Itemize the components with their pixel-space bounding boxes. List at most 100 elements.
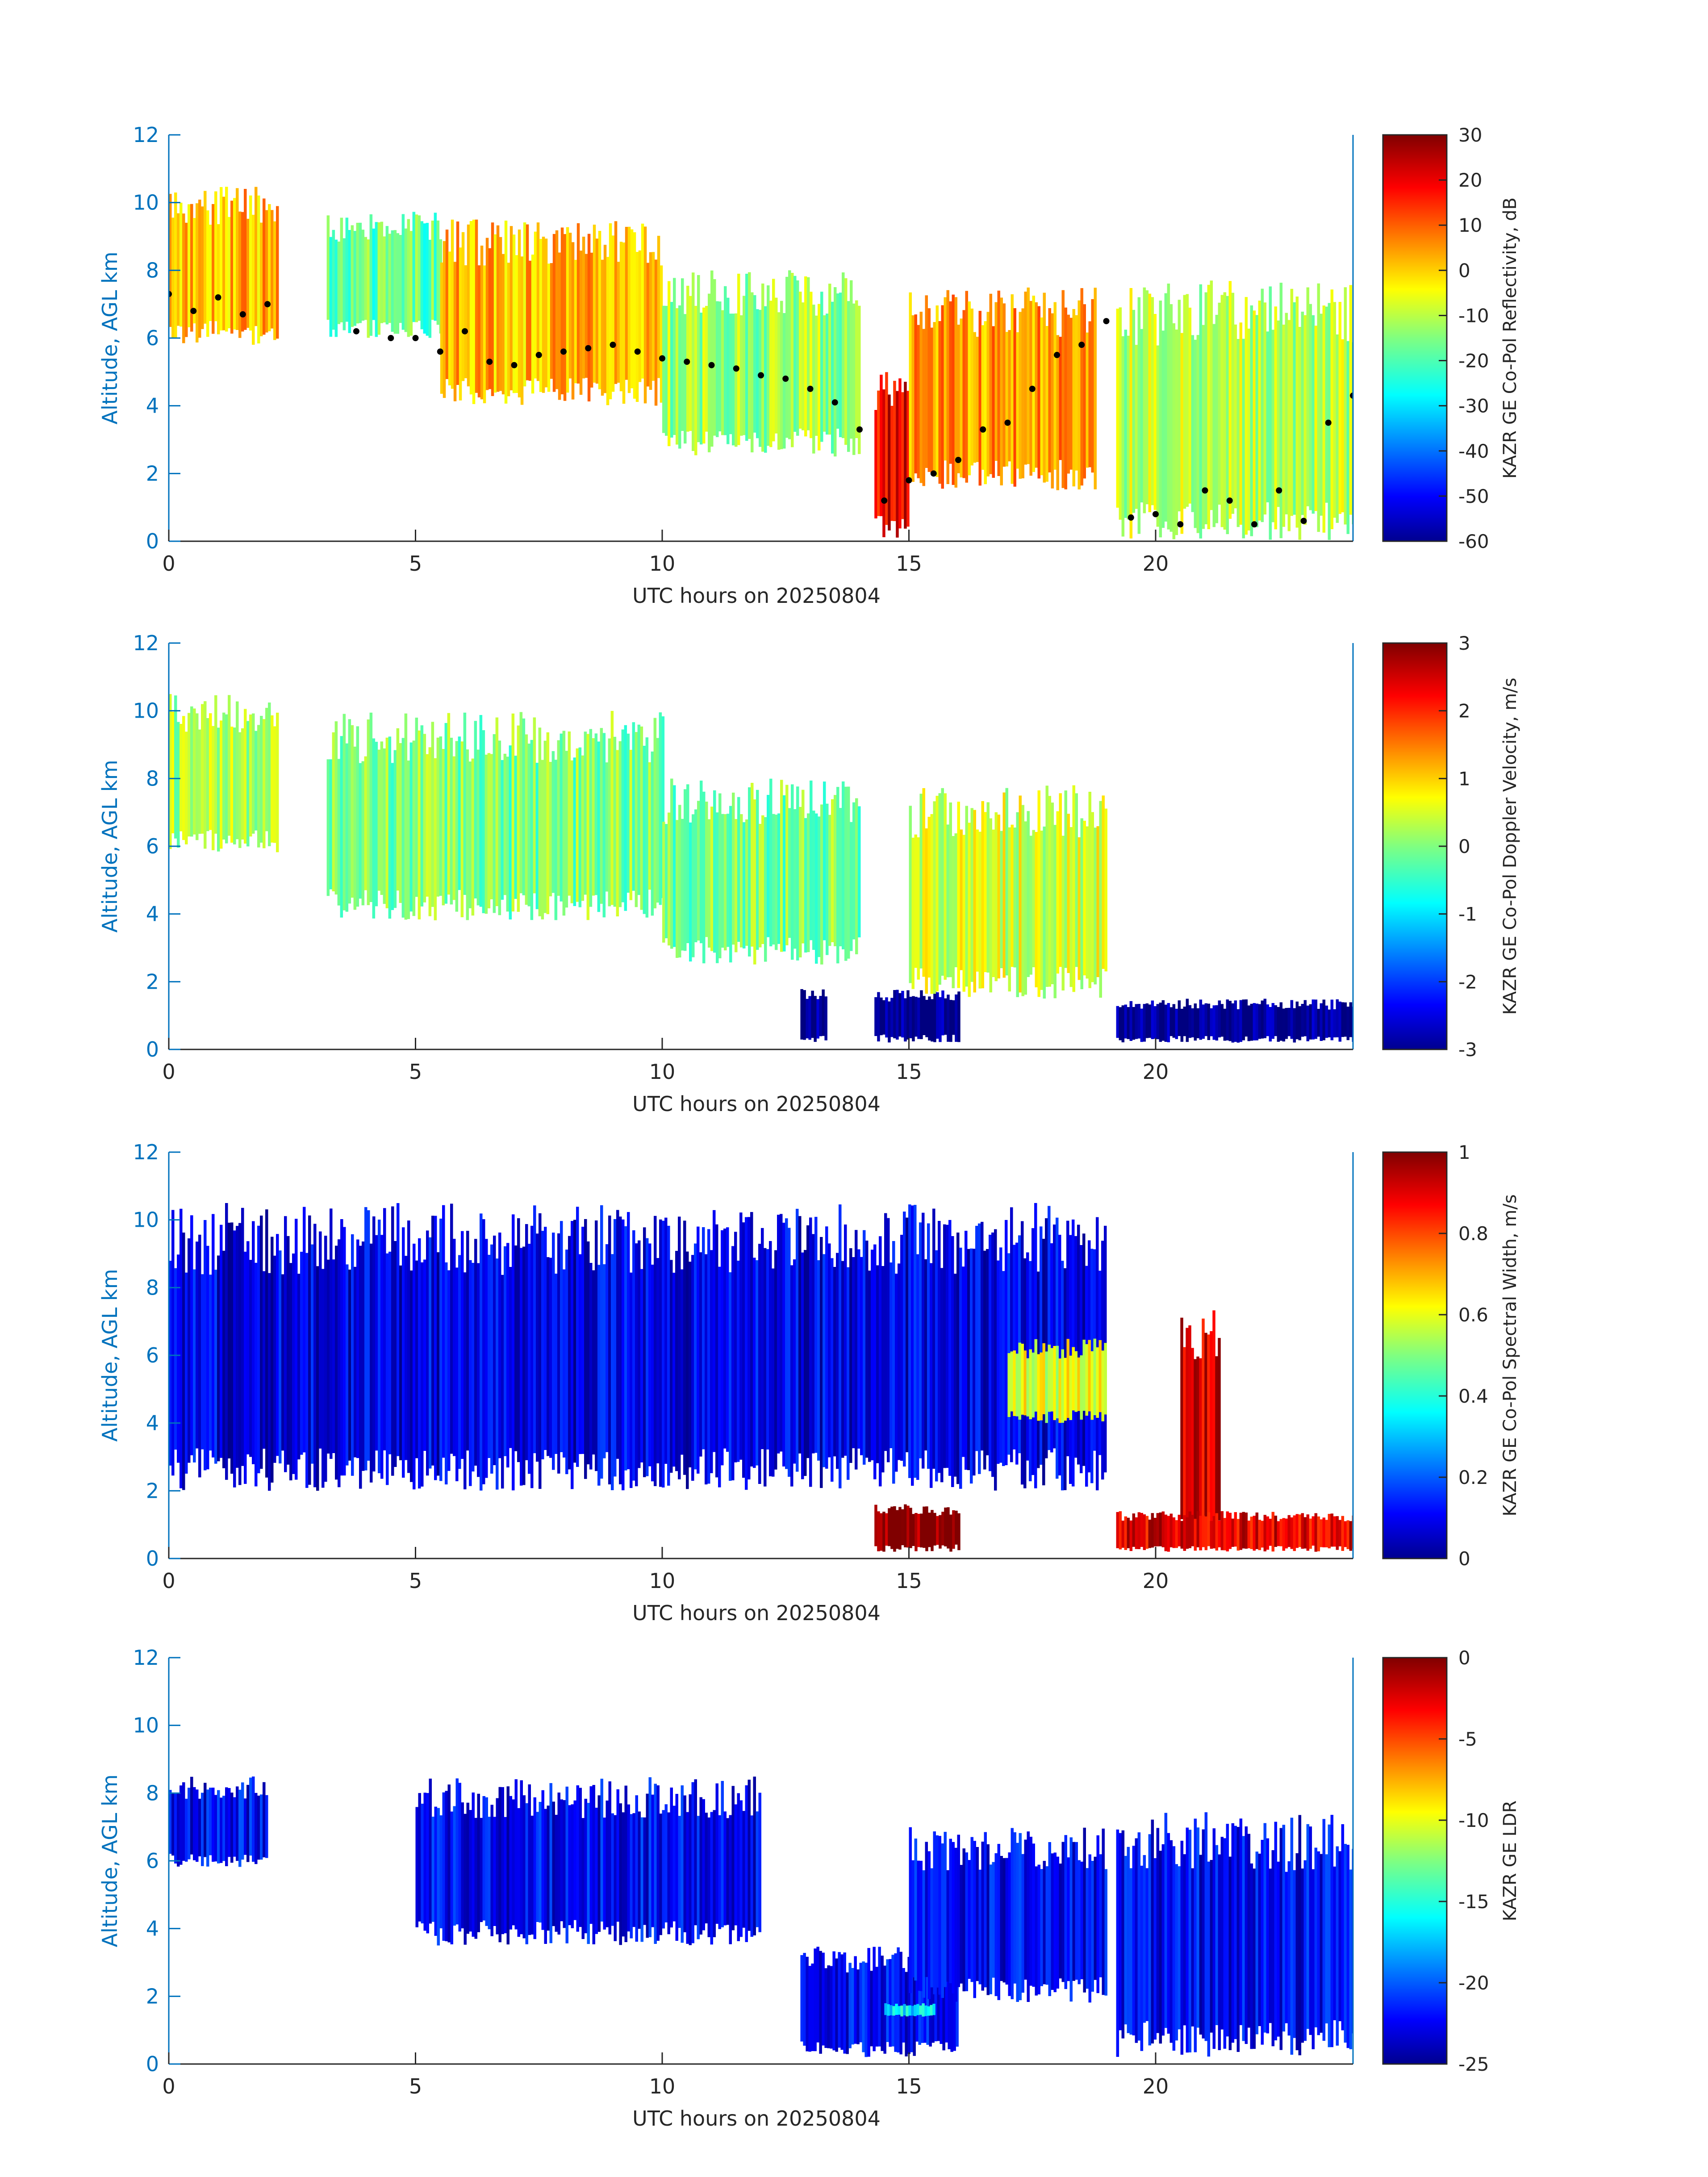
echo-cell — [700, 313, 703, 445]
echo-cell — [1064, 307, 1067, 489]
overlay-point — [264, 301, 271, 308]
echo-cell — [1164, 1004, 1168, 1042]
echo-cell — [732, 792, 735, 945]
echo-cell — [881, 1266, 885, 1473]
echo-cell — [1210, 1331, 1213, 1535]
echo-cell — [292, 1254, 295, 1474]
echo-cell — [518, 230, 521, 397]
echo-cell — [1196, 1827, 1200, 2028]
echo-cell — [1175, 329, 1178, 535]
echo-cell — [924, 2005, 927, 2016]
echo-cell — [925, 999, 928, 1037]
echo-cell — [927, 1223, 930, 1469]
echo-cell — [1188, 1830, 1192, 2052]
echo-cell — [931, 1510, 934, 1551]
echo-cell — [1204, 1516, 1208, 1550]
echo-cell — [1148, 1004, 1152, 1038]
echo-cell — [201, 206, 204, 329]
echo-cell — [1244, 297, 1248, 535]
echo-cell — [670, 778, 673, 949]
echo-cell — [1191, 1868, 1194, 2027]
echo-cell — [936, 1516, 939, 1545]
overlay-point — [1153, 511, 1159, 518]
echo-cell — [522, 1795, 526, 1939]
echo-cell — [802, 790, 805, 944]
echo-cell — [1069, 318, 1073, 470]
echo-cell — [1124, 330, 1128, 518]
echo-cell — [748, 272, 751, 439]
echo-cell — [1301, 1868, 1304, 2043]
echo-cell — [1161, 330, 1165, 528]
echo-cell — [592, 1785, 595, 1944]
echo-cell — [901, 392, 904, 519]
echo-cell — [228, 1223, 231, 1458]
echo-cell — [1287, 1515, 1291, 1547]
echo-cell — [817, 1260, 820, 1461]
echo-cell — [1045, 786, 1048, 987]
echo-cell — [751, 292, 754, 452]
echo-cell — [1247, 328, 1251, 531]
echo-cell — [984, 812, 987, 972]
echo-cell — [727, 297, 730, 444]
echo-cell — [852, 1257, 855, 1449]
echo-cell — [1026, 1252, 1029, 1461]
echo-cell — [989, 293, 992, 474]
echo-cell — [661, 716, 665, 898]
echo-cell — [603, 245, 607, 393]
echo-cell — [528, 1244, 531, 1474]
echo-cell — [707, 1229, 710, 1484]
echo-region — [874, 1504, 960, 1552]
echo-cell — [233, 1230, 236, 1488]
echo-cell — [822, 1952, 825, 2046]
echo-cell — [606, 1244, 609, 1452]
echo-cell — [625, 227, 628, 380]
echo-region — [874, 372, 910, 538]
echo-cell — [968, 1860, 971, 1979]
echo-cell — [953, 1962, 956, 2051]
echo-cell — [873, 1244, 877, 1479]
echo-cell — [225, 1787, 228, 1866]
echo-cell — [1026, 1358, 1029, 1417]
echo-cell — [1314, 1513, 1318, 1552]
echo-cell — [568, 731, 571, 896]
echo-cell — [383, 1208, 386, 1450]
echo-cell — [1336, 1516, 1339, 1550]
echo-cell — [1244, 999, 1248, 1037]
echo-cell — [769, 778, 773, 947]
echo-cell — [418, 215, 421, 321]
echo-cell — [490, 754, 493, 899]
echo-cell — [1021, 1854, 1024, 1993]
echo-cell — [1043, 1861, 1046, 1985]
echo-cell — [705, 802, 708, 937]
echo-cell — [912, 1514, 915, 1546]
echo-cell — [1333, 1866, 1336, 2020]
echo-cell — [1295, 1853, 1299, 2051]
echo-cell — [656, 1785, 660, 1941]
echo-cell — [756, 1260, 759, 1466]
echo-cell — [1325, 1520, 1328, 1547]
echo-cell — [230, 201, 234, 334]
echo-cell — [428, 747, 432, 916]
overlay-point — [462, 328, 468, 334]
echo-cell — [683, 1220, 686, 1475]
echo-cell — [1199, 284, 1203, 539]
y-axis-label: Altitude, AGL km — [98, 1269, 122, 1442]
echo-cell — [212, 1214, 215, 1458]
y-tick-label: 0 — [146, 2052, 159, 2076]
echo-cell — [949, 301, 952, 464]
echo-cell — [721, 1781, 724, 1927]
echo-cell — [354, 1266, 357, 1458]
echo-cell — [1191, 1348, 1194, 1525]
echo-cell — [1263, 1515, 1267, 1551]
echo-cell — [643, 1227, 646, 1477]
echo-cell — [388, 1251, 392, 1454]
echo-cell — [603, 1818, 606, 1930]
echo-cell — [894, 1953, 897, 2052]
echo-cell — [839, 1204, 842, 1488]
echo-region — [662, 270, 861, 457]
echo-cell — [767, 285, 770, 446]
echo-cell — [409, 231, 413, 336]
echo-cell — [246, 1784, 250, 1862]
echo-cell — [407, 219, 410, 337]
